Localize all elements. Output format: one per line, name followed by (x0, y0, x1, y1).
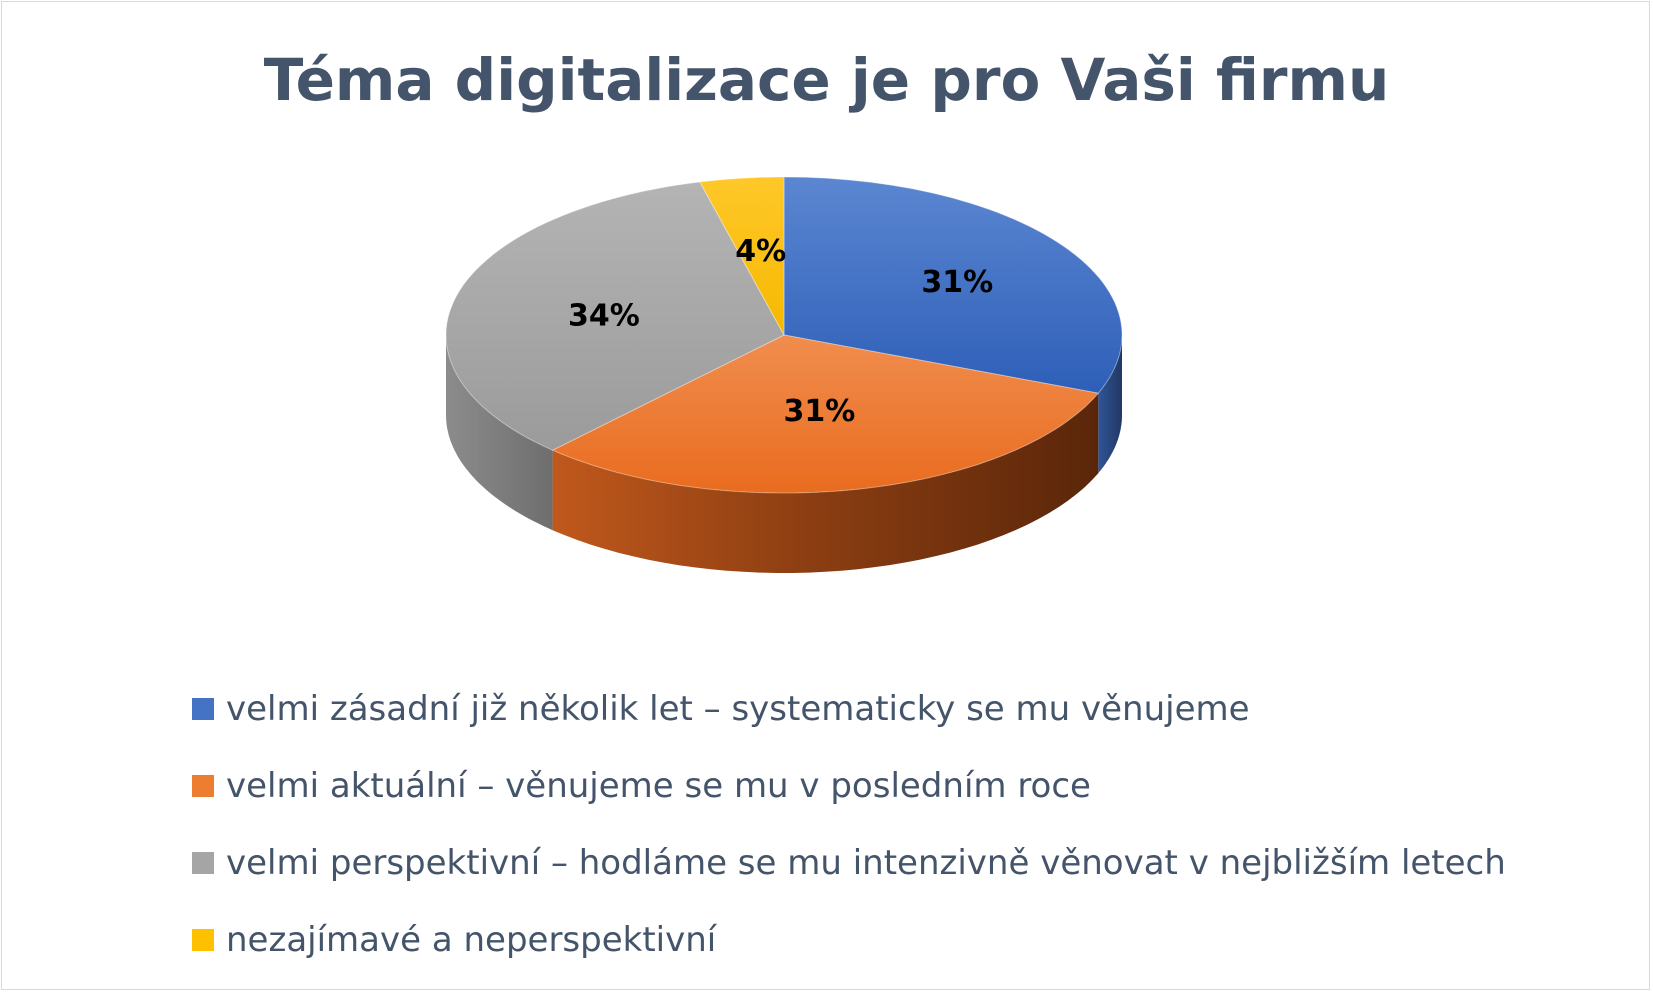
pie-slice (783, 176, 1123, 394)
legend-item: velmi aktuální – věnujeme se mu v posled… (192, 747, 1592, 824)
pie-slice-side (1098, 335, 1122, 474)
legend-swatch (192, 774, 214, 797)
legend-label: velmi zásadní již několik let – systemat… (226, 688, 1250, 729)
legend-item: nezajímavé a neperspektivní (192, 901, 1592, 978)
legend-label: nezajímavé a neperspektivní (226, 919, 717, 960)
pie-slice (551, 334, 1100, 494)
data-label: 31% (783, 394, 855, 429)
data-label: 34% (568, 298, 640, 333)
legend-swatch (192, 928, 214, 951)
pie-slice (445, 181, 785, 451)
legend-label: velmi aktuální – věnujeme se mu v posled… (226, 765, 1091, 806)
chart-title: Téma digitalizace je pro Vaši firmu (263, 46, 1390, 114)
legend-label: velmi perspektivní – hodláme se mu inten… (226, 842, 1506, 883)
legend-swatch (192, 697, 214, 720)
legend-item: velmi zásadní již několik let – systemat… (192, 670, 1592, 747)
data-label: 4% (735, 234, 786, 269)
pie-slice-side (446, 335, 553, 531)
legend-item: velmi perspektivní – hodláme se mu inten… (192, 824, 1592, 901)
pie-slice (699, 176, 785, 336)
data-label: 31% (921, 265, 993, 300)
legend-swatch (192, 851, 214, 874)
legend: velmi zásadní již několik let – systemat… (192, 670, 1592, 978)
pie-slice-side (552, 393, 1099, 573)
